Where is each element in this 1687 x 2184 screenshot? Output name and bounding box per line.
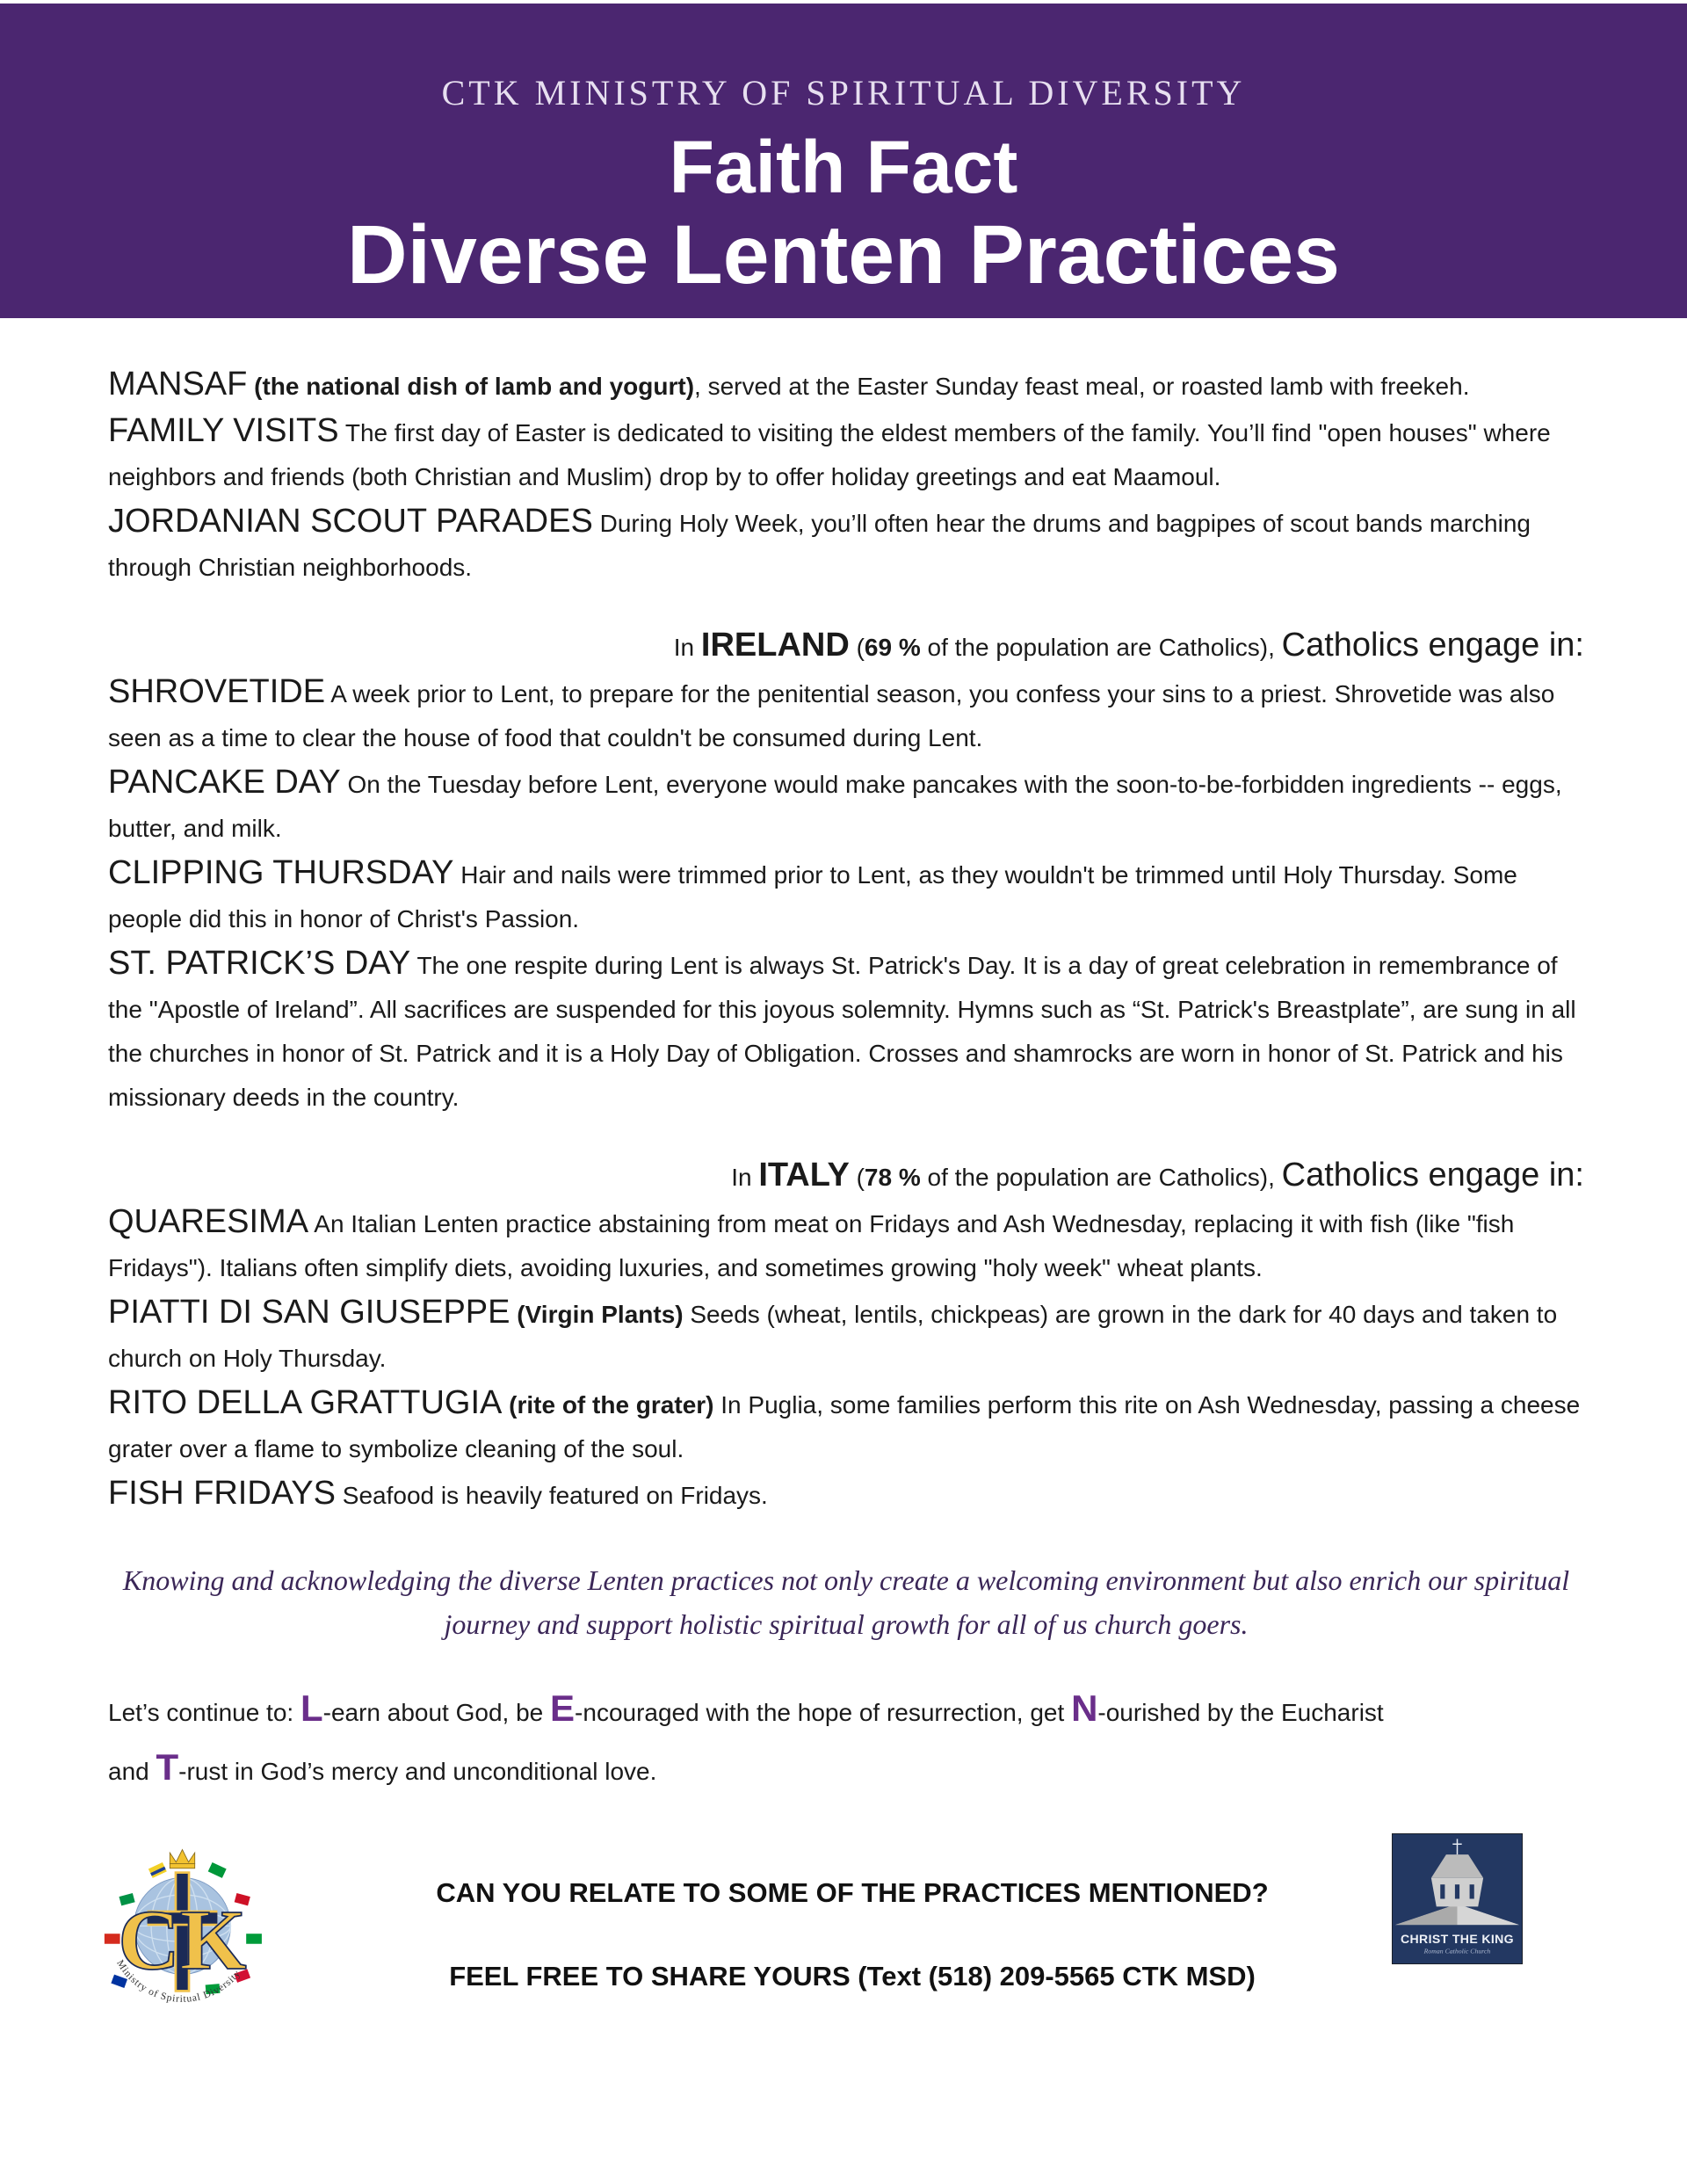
svg-text:CHRIST THE KING: CHRIST THE KING xyxy=(1401,1932,1514,1946)
svg-text:Roman Catholic Church: Roman Catholic Church xyxy=(1423,1948,1491,1955)
svg-text:CK: CK xyxy=(118,1893,246,1988)
